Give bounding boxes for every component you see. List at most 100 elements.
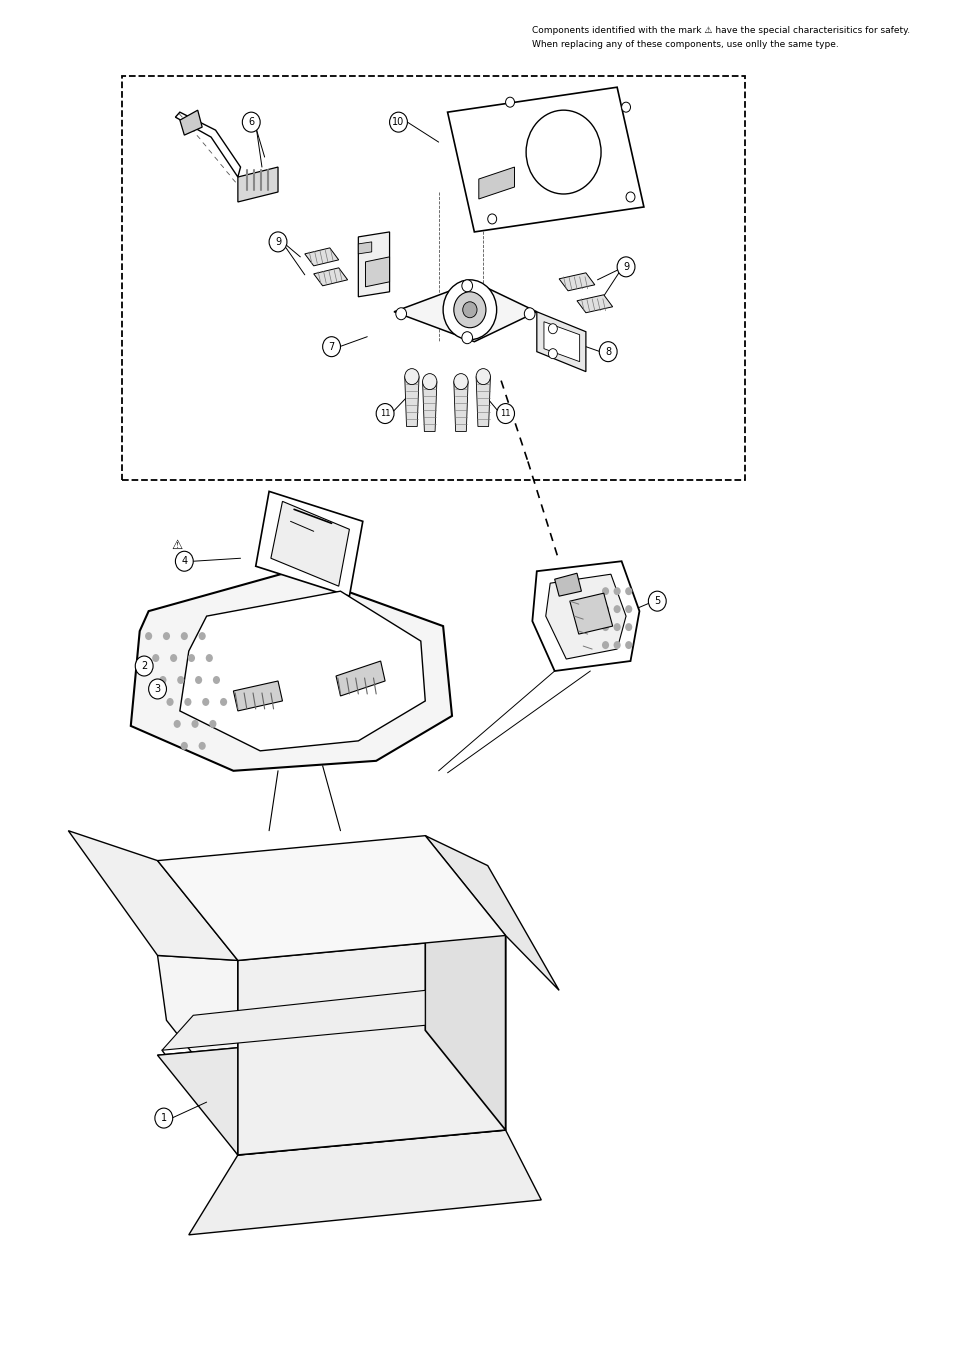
Polygon shape bbox=[189, 1129, 540, 1235]
Text: 1: 1 bbox=[160, 1113, 167, 1123]
Circle shape bbox=[601, 588, 608, 596]
Circle shape bbox=[601, 642, 608, 648]
Circle shape bbox=[135, 657, 152, 676]
Circle shape bbox=[192, 720, 198, 728]
Circle shape bbox=[167, 698, 173, 707]
Circle shape bbox=[213, 676, 220, 684]
Circle shape bbox=[613, 588, 620, 596]
Circle shape bbox=[624, 642, 632, 648]
Circle shape bbox=[462, 301, 476, 317]
Polygon shape bbox=[237, 935, 505, 1155]
Polygon shape bbox=[545, 574, 625, 659]
Circle shape bbox=[188, 654, 194, 662]
Polygon shape bbox=[237, 168, 277, 203]
Polygon shape bbox=[558, 273, 594, 290]
Polygon shape bbox=[335, 661, 385, 696]
Circle shape bbox=[149, 680, 167, 698]
Circle shape bbox=[454, 292, 485, 328]
Circle shape bbox=[389, 112, 407, 132]
Text: When replacing any of these components, use onlly the same type.: When replacing any of these components, … bbox=[532, 39, 839, 49]
Circle shape bbox=[395, 308, 406, 320]
Circle shape bbox=[648, 592, 665, 611]
Polygon shape bbox=[358, 242, 372, 254]
Polygon shape bbox=[314, 267, 347, 286]
Circle shape bbox=[601, 623, 608, 631]
Circle shape bbox=[624, 588, 632, 596]
Circle shape bbox=[497, 404, 514, 423]
Polygon shape bbox=[271, 501, 349, 586]
Circle shape bbox=[198, 632, 206, 640]
Text: ⚠: ⚠ bbox=[172, 539, 183, 551]
Circle shape bbox=[613, 605, 620, 613]
Circle shape bbox=[175, 551, 193, 571]
Circle shape bbox=[505, 97, 514, 107]
Circle shape bbox=[209, 720, 216, 728]
Polygon shape bbox=[478, 168, 514, 199]
Circle shape bbox=[180, 632, 188, 640]
Text: 3: 3 bbox=[154, 684, 160, 694]
Polygon shape bbox=[447, 88, 643, 232]
Circle shape bbox=[624, 605, 632, 613]
Polygon shape bbox=[162, 990, 425, 1050]
Circle shape bbox=[548, 324, 557, 334]
Circle shape bbox=[322, 336, 340, 357]
Circle shape bbox=[159, 676, 167, 684]
Polygon shape bbox=[157, 955, 237, 1155]
Polygon shape bbox=[425, 836, 558, 990]
Circle shape bbox=[206, 654, 213, 662]
Circle shape bbox=[220, 698, 227, 707]
Text: 9: 9 bbox=[622, 262, 628, 272]
Circle shape bbox=[154, 1108, 172, 1128]
Circle shape bbox=[375, 404, 394, 423]
Circle shape bbox=[461, 332, 472, 343]
Circle shape bbox=[163, 632, 170, 640]
Text: 11: 11 bbox=[379, 409, 390, 417]
Circle shape bbox=[524, 308, 535, 320]
Polygon shape bbox=[543, 322, 579, 362]
Circle shape bbox=[152, 654, 159, 662]
Circle shape bbox=[476, 369, 490, 385]
Text: 7: 7 bbox=[328, 342, 335, 351]
Circle shape bbox=[621, 103, 630, 112]
Circle shape bbox=[625, 192, 635, 203]
Text: 11: 11 bbox=[499, 409, 510, 417]
Circle shape bbox=[180, 742, 188, 750]
Polygon shape bbox=[569, 593, 612, 634]
Text: 10: 10 bbox=[392, 118, 404, 127]
Polygon shape bbox=[537, 312, 585, 372]
Text: 4: 4 bbox=[181, 557, 187, 566]
Polygon shape bbox=[131, 571, 452, 771]
Polygon shape bbox=[304, 247, 338, 266]
Polygon shape bbox=[157, 836, 505, 961]
Circle shape bbox=[548, 349, 557, 358]
Polygon shape bbox=[255, 492, 362, 596]
Circle shape bbox=[198, 742, 206, 750]
Circle shape bbox=[194, 676, 202, 684]
Circle shape bbox=[598, 342, 617, 362]
Polygon shape bbox=[425, 836, 505, 1129]
Polygon shape bbox=[180, 111, 202, 135]
Polygon shape bbox=[233, 681, 282, 711]
Circle shape bbox=[525, 111, 600, 195]
Polygon shape bbox=[358, 232, 389, 297]
Polygon shape bbox=[532, 561, 639, 671]
Text: 5: 5 bbox=[654, 596, 659, 607]
Text: 6: 6 bbox=[248, 118, 254, 127]
Circle shape bbox=[442, 280, 497, 339]
Circle shape bbox=[170, 654, 177, 662]
Polygon shape bbox=[476, 377, 490, 427]
Text: 9: 9 bbox=[274, 236, 281, 247]
Circle shape bbox=[454, 374, 468, 389]
Circle shape bbox=[184, 698, 192, 707]
Circle shape bbox=[461, 280, 472, 292]
Text: 2: 2 bbox=[141, 661, 147, 671]
Circle shape bbox=[173, 720, 180, 728]
Text: 8: 8 bbox=[604, 347, 611, 357]
Polygon shape bbox=[69, 831, 237, 961]
Circle shape bbox=[613, 623, 620, 631]
Polygon shape bbox=[404, 377, 418, 427]
Polygon shape bbox=[554, 573, 580, 596]
Circle shape bbox=[624, 623, 632, 631]
Circle shape bbox=[487, 213, 497, 224]
Polygon shape bbox=[394, 282, 537, 342]
